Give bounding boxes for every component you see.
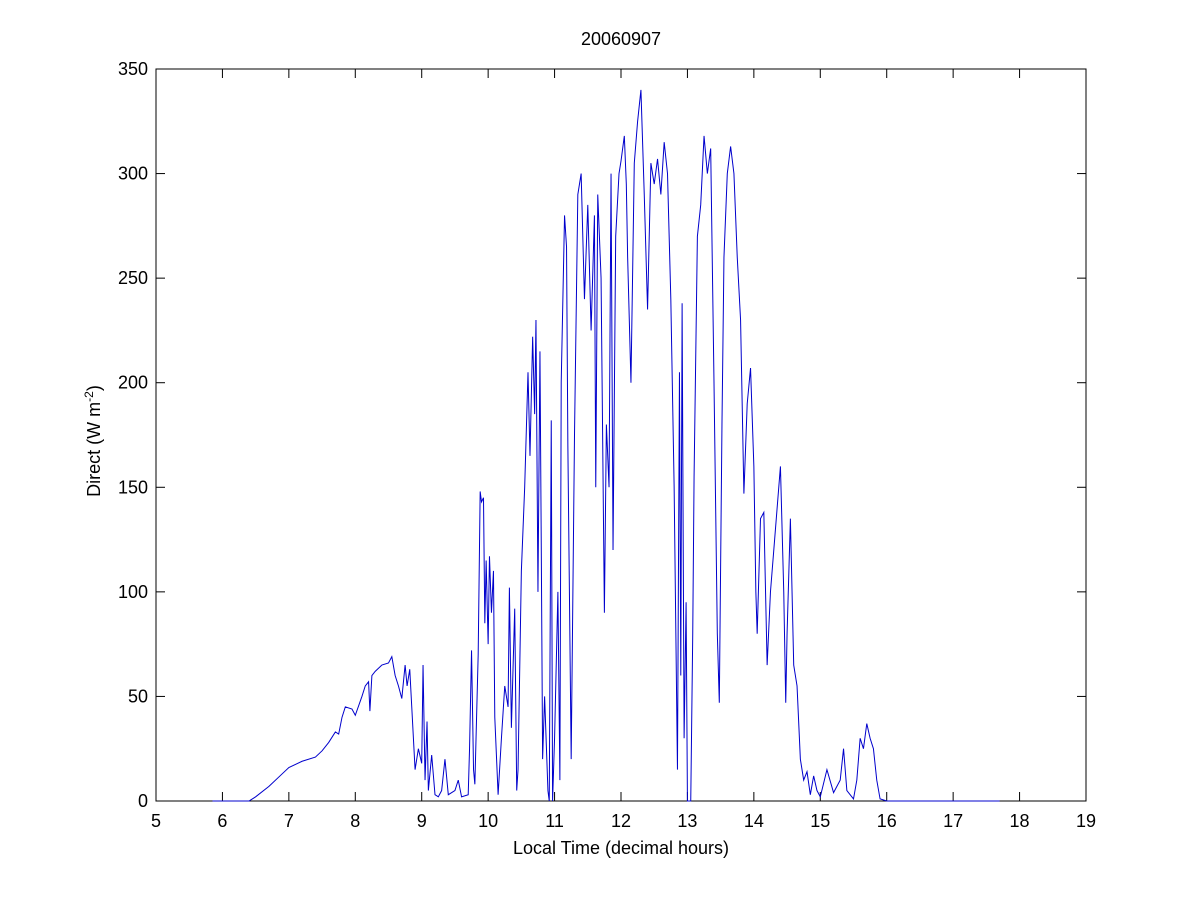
x-tick-label: 11 xyxy=(545,811,564,831)
chart-title: 20060907 xyxy=(581,29,661,49)
x-tick-label: 14 xyxy=(744,811,764,831)
x-tick-label: 16 xyxy=(877,811,897,831)
y-tick-label: 50 xyxy=(128,686,148,706)
x-tick-label: 12 xyxy=(611,811,631,831)
y-tick-label: 150 xyxy=(118,477,148,497)
y-tick-label: 200 xyxy=(118,373,148,393)
y-label-end: ) xyxy=(84,385,104,391)
y-tick-label: 0 xyxy=(138,791,148,811)
y-axis-label: Direct (W m-2) xyxy=(82,385,104,497)
x-tick-label: 8 xyxy=(350,811,360,831)
y-label-sup: -2 xyxy=(82,391,96,402)
x-tick-label: 19 xyxy=(1076,811,1096,831)
data-line xyxy=(212,89,1000,802)
x-tick-label: 7 xyxy=(284,811,294,831)
x-tick-label: 17 xyxy=(943,811,963,831)
x-tick-label: 15 xyxy=(810,811,830,831)
x-tick-label: 10 xyxy=(478,811,498,831)
x-tick-label: 6 xyxy=(217,811,227,831)
x-tick-label: 13 xyxy=(677,811,697,831)
y-tick-label: 300 xyxy=(118,164,148,184)
x-tick-label: 9 xyxy=(417,811,427,831)
y-tick-label: 250 xyxy=(118,268,148,288)
y-tick-label: 100 xyxy=(118,582,148,602)
y-tick-label: 350 xyxy=(118,59,148,79)
y-label-main: Direct (W m xyxy=(84,402,104,497)
x-tick-label: 18 xyxy=(1010,811,1030,831)
x-axis-label: Local Time (decimal hours) xyxy=(513,838,729,858)
x-tick-label: 5 xyxy=(151,811,161,831)
